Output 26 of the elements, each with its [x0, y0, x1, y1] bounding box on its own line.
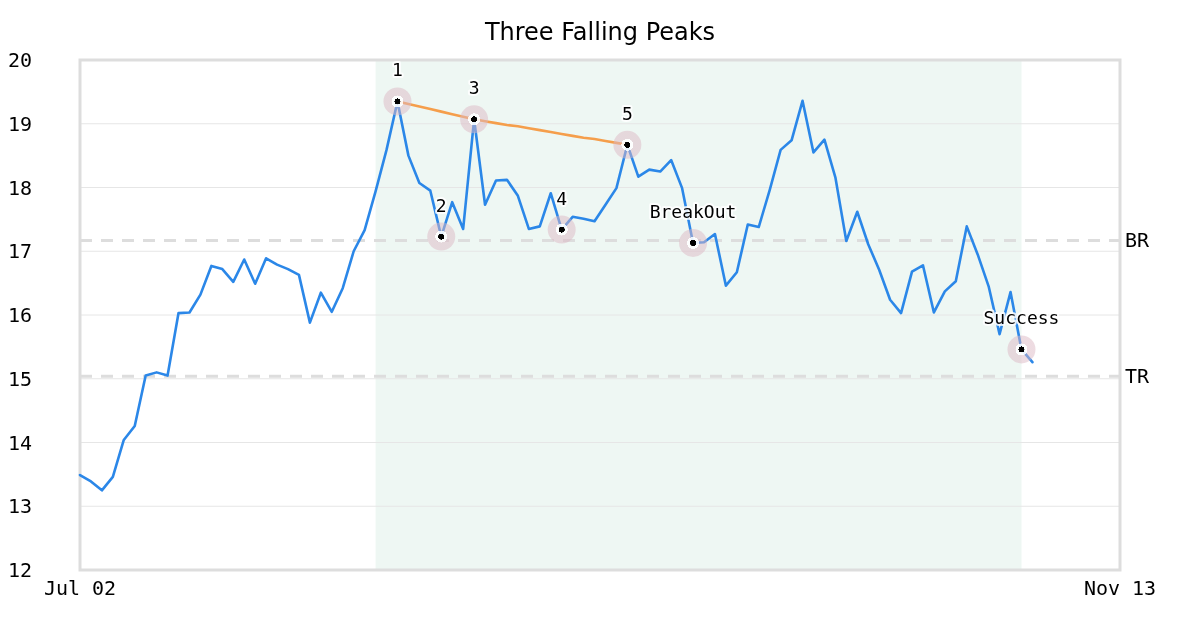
y-tick-label: 18	[7, 175, 32, 200]
chart-title: Three Falling Peaks	[483, 18, 716, 46]
point	[1007, 335, 1036, 364]
y-tick-label: 16	[7, 303, 32, 327]
point	[613, 130, 642, 159]
annotation: 3	[468, 77, 480, 99]
y-tick-label: 12	[7, 558, 32, 582]
annotation: 5	[621, 102, 633, 124]
annotation: 1	[392, 59, 403, 81]
annotation: 2	[435, 194, 447, 216]
y-tick-label: 14	[7, 430, 32, 455]
x-tick-label: Jul 02	[43, 576, 117, 600]
y-tick-label: 20	[7, 48, 32, 72]
y-tick-label: 15	[7, 366, 32, 391]
ref-line-label: BR	[1125, 228, 1151, 253]
x-tick-label: Nov 13	[1083, 576, 1157, 600]
point	[427, 222, 456, 251]
y-tick-label: 17	[7, 239, 32, 264]
point	[383, 87, 412, 116]
point	[460, 105, 489, 134]
annotation: 4	[556, 187, 568, 209]
y-tick-label: 19	[7, 111, 32, 136]
point	[679, 228, 708, 257]
y-tick-label: 13	[7, 494, 32, 519]
point	[547, 215, 576, 244]
ref-line-label: TR	[1125, 364, 1151, 389]
